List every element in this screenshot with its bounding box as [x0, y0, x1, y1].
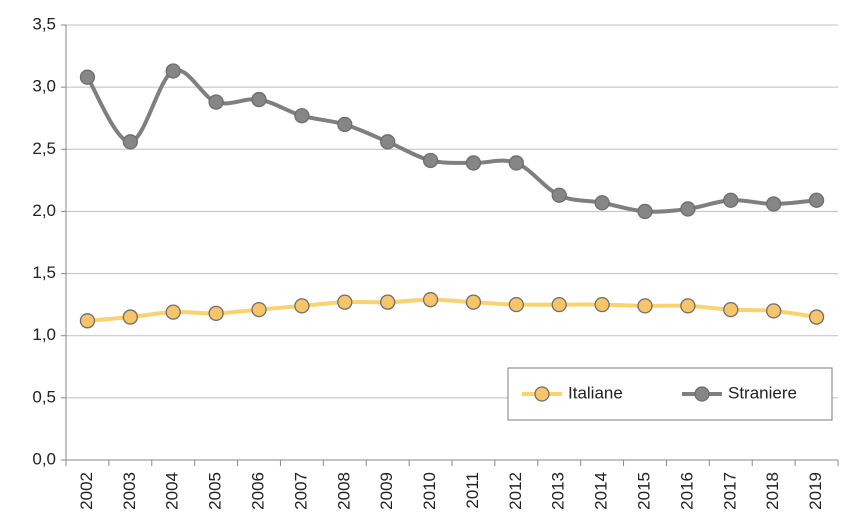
x-tick-label: 2015	[634, 472, 653, 510]
x-tick-label: 2017	[720, 472, 739, 510]
data-point	[251, 91, 267, 108]
data-point	[122, 309, 138, 325]
data-point	[637, 203, 653, 220]
data-point	[680, 298, 696, 314]
x-tick-label: 2010	[420, 472, 439, 510]
legend: Italiane Straniere	[507, 367, 833, 421]
x-tick-label: 2006	[248, 472, 267, 510]
y-tick-label: 3,5	[32, 14, 56, 33]
series-line	[87, 297, 817, 323]
x-tick-label: 2007	[291, 472, 310, 510]
data-point	[380, 294, 396, 310]
data-point	[465, 155, 482, 171]
data-point	[208, 305, 224, 321]
data-point	[422, 292, 439, 308]
x-tick-label: 2018	[763, 472, 782, 510]
y-tick-label: 3,0	[32, 77, 56, 96]
data-point	[294, 298, 310, 314]
y-tick-label: 2,5	[32, 139, 56, 158]
data-point	[723, 301, 739, 318]
x-tick-label: 2003	[120, 472, 139, 510]
data-point	[723, 192, 739, 208]
x-tick-label: 2014	[592, 472, 611, 510]
data-point	[79, 313, 96, 329]
data-point	[594, 296, 610, 313]
x-tick-label: 2009	[377, 472, 396, 510]
data-point	[208, 94, 224, 110]
data-point	[422, 152, 439, 169]
data-point	[294, 108, 310, 124]
x-tick-label: 2004	[163, 472, 182, 510]
data-point	[766, 196, 782, 212]
data-point	[508, 296, 524, 313]
x-tick-label: 2008	[334, 472, 353, 510]
y-tick-label: 1,0	[32, 325, 56, 344]
data-point	[165, 304, 181, 320]
legend-marker	[534, 386, 550, 402]
x-tick-label: 2012	[506, 472, 525, 510]
data-point	[551, 296, 567, 313]
data-point	[251, 301, 267, 318]
data-point	[594, 195, 610, 211]
x-tick-label: 2016	[677, 472, 696, 510]
data-point	[808, 309, 825, 325]
data-point	[337, 116, 353, 133]
data-point	[380, 134, 396, 150]
x-tick-label: 2002	[77, 472, 96, 510]
data-point	[637, 298, 653, 314]
legend-marker	[694, 386, 710, 402]
data-point	[337, 294, 353, 310]
x-tick-label: 2011	[463, 472, 482, 509]
y-tick-label: 2,0	[32, 201, 56, 220]
x-tick-label: 2013	[549, 472, 568, 510]
data-point	[766, 303, 782, 319]
data-point	[551, 187, 567, 203]
data-point	[165, 63, 181, 79]
data-point	[122, 134, 138, 150]
data-point	[680, 201, 696, 217]
data-point	[508, 155, 524, 171]
x-tick-label: 2019	[806, 472, 825, 510]
series-line	[85, 68, 817, 214]
data-point	[465, 294, 482, 310]
legend-label: Italiane	[568, 383, 623, 402]
y-tick-label: 1,5	[32, 263, 56, 282]
x-tick-label: 2005	[206, 472, 225, 510]
data-point	[79, 69, 96, 85]
data-point	[808, 192, 825, 208]
y-tick-label: 0,0	[32, 449, 56, 468]
legend-label: Straniere	[728, 383, 797, 402]
y-tick-label: 0,5	[32, 387, 56, 406]
